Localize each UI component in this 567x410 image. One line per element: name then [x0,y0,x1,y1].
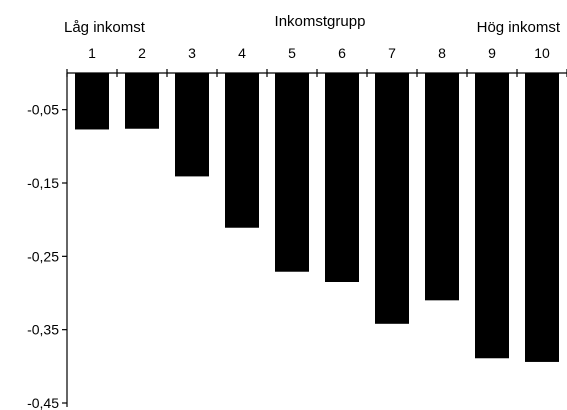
x-axis-title: Inkomstgrupp [275,13,366,30]
y-tick-label: -0,15 [27,175,59,191]
x-tick-label: 5 [288,45,296,61]
x-tick-label: 1 [88,45,96,61]
bar-1 [75,73,109,130]
y-tick-label: -0,25 [27,248,59,264]
top-right-label: Hög inkomst [477,19,561,36]
bar-5 [275,73,309,272]
x-tick-label: 10 [534,45,550,61]
plot-area: -0,05 -0,15 -0,25 -0,35 -0,45 1 2 3 4 5 6 7 8 9 10 [27,45,567,410]
bar-9 [475,73,509,359]
x-tick-label: 7 [388,45,396,61]
bar-6 [325,73,359,282]
bar-4 [225,73,259,228]
x-tick-label: 4 [238,45,246,61]
bar-2 [125,73,159,129]
bar-7 [375,73,409,324]
top-left-label: Låg inkomst [64,19,146,36]
x-tick-label: 6 [338,45,346,61]
y-tick-label: -0,35 [27,322,59,338]
bar-3 [175,73,209,177]
x-tick-label: 3 [188,45,196,61]
y-tick-label: -0,45 [27,395,59,410]
bar-8 [425,73,459,301]
x-tick-label: 8 [438,45,446,61]
x-tick-label: 2 [138,45,146,61]
bar-10 [525,73,559,362]
x-tick-label: 9 [488,45,496,61]
y-tick-label: -0,05 [27,102,59,118]
